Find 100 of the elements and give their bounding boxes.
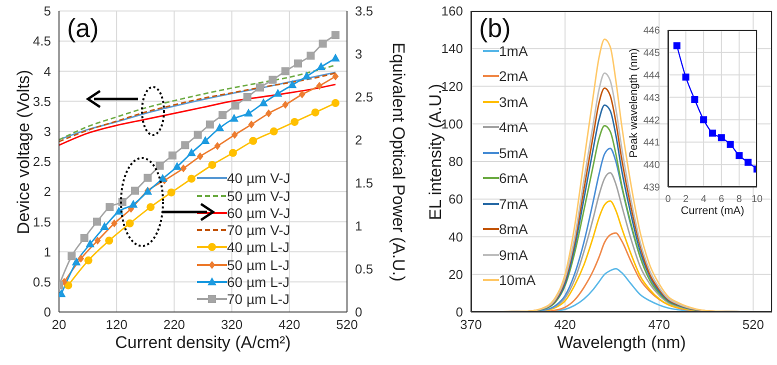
- legend-label: 50 µm V-J: [227, 188, 290, 204]
- point: [206, 120, 214, 129]
- point: [187, 174, 196, 183]
- y-tick-label: 446: [643, 26, 660, 37]
- point: [331, 54, 340, 62]
- y-axis-title: Peak wavelength (nm): [628, 48, 640, 158]
- point: [181, 141, 190, 150]
- point: [144, 174, 152, 182]
- x-tick-label: 520: [742, 317, 764, 332]
- y-tick-label: 120: [441, 78, 463, 94]
- legend-label: 60 µm L-J: [227, 274, 290, 290]
- point: [331, 31, 340, 40]
- point: [302, 72, 312, 80]
- x-tick-label: 220: [163, 317, 186, 332]
- point: [106, 203, 114, 212]
- y-tick-label: 4.5: [32, 34, 51, 49]
- point: [84, 256, 92, 264]
- point: [282, 100, 289, 109]
- y-tick-label: 1.5: [32, 214, 51, 230]
- point: [114, 206, 124, 215]
- y-tick-label: 2.5: [32, 154, 51, 170]
- point: [78, 254, 84, 263]
- x-tick-label: 8: [736, 194, 742, 206]
- point: [168, 151, 176, 160]
- x-axis-title: Current (mA): [680, 205, 746, 217]
- point: [86, 239, 95, 248]
- point: [256, 84, 264, 92]
- point: [218, 111, 227, 120]
- y-tick-label: 40: [448, 229, 463, 244]
- point: [718, 134, 725, 142]
- y-tick-label: 0.5: [32, 274, 51, 290]
- y-tick-label: 5: [44, 4, 51, 19]
- x-tick-label: 4: [700, 194, 707, 206]
- point: [736, 152, 743, 160]
- point: [228, 148, 237, 157]
- point: [691, 96, 698, 104]
- point: [158, 174, 168, 182]
- legend-label: 70 µm L-J: [227, 291, 290, 308]
- point: [118, 198, 126, 206]
- point: [94, 236, 101, 245]
- point: [281, 67, 290, 76]
- x-tick-label: 10: [751, 194, 763, 206]
- legend-label: 40 µm V-J: [227, 170, 290, 186]
- point: [167, 188, 176, 196]
- point: [200, 136, 210, 144]
- point: [111, 219, 118, 228]
- point: [126, 219, 134, 228]
- point: [709, 130, 716, 137]
- point: [230, 114, 239, 122]
- legend-label: 60 µm V-J: [227, 204, 290, 221]
- x-tick-label: 520: [336, 317, 358, 332]
- point: [270, 127, 278, 136]
- annotation: (a): [67, 13, 99, 44]
- y-tick-label: 60: [448, 192, 463, 207]
- point: [288, 80, 297, 88]
- x-tick-label: 120: [106, 317, 128, 332]
- point: [100, 222, 109, 230]
- point: [128, 200, 138, 208]
- y-tick-label: 80: [448, 154, 463, 170]
- point: [180, 164, 187, 172]
- point: [726, 140, 734, 148]
- y2-tick-label: 1: [355, 218, 362, 234]
- point: [208, 160, 216, 169]
- x-axis-title: Wavelength (nm): [556, 333, 687, 353]
- point: [311, 108, 320, 116]
- point: [72, 257, 81, 266]
- x-tick-label: 6: [718, 194, 725, 206]
- point: [244, 108, 253, 117]
- point: [306, 52, 315, 60]
- legend-label: 50 µm L-J: [227, 256, 290, 273]
- point: [249, 136, 258, 145]
- y-tick-label: 439: [643, 182, 660, 194]
- legend-label: 40 µm L-J: [227, 239, 290, 256]
- point: [259, 98, 268, 106]
- y-tick-label: 442: [643, 115, 660, 126]
- x-tick-label: 0: [665, 194, 672, 206]
- point: [316, 62, 326, 70]
- point: [93, 218, 102, 226]
- point: [318, 40, 327, 48]
- legend-label: 1mA: [499, 42, 528, 59]
- y2-tick-label: 0: [355, 304, 362, 320]
- y2-tick-label: 0.5: [355, 262, 374, 277]
- y-tick-label: 441: [643, 138, 660, 149]
- y2-axis-title: Equivalent Optical Power (A.U.): [388, 42, 408, 282]
- point: [131, 186, 140, 195]
- y-tick-label: 443: [643, 92, 660, 104]
- point: [294, 59, 302, 68]
- point: [156, 162, 164, 170]
- y2-tick-label: 3: [355, 46, 362, 62]
- y-axis-title: Device voltage (Volts): [14, 69, 34, 234]
- x-axis-title: Current density (A/cm²): [114, 333, 292, 353]
- point: [243, 93, 252, 101]
- x-tick-label: 470: [648, 317, 670, 332]
- legend-label: 10mA: [499, 272, 536, 288]
- legend-label: 8mA: [499, 221, 528, 238]
- y-tick-label: 1: [44, 244, 51, 260]
- point: [332, 72, 339, 80]
- point: [673, 42, 680, 50]
- point: [196, 152, 204, 160]
- point: [105, 236, 114, 245]
